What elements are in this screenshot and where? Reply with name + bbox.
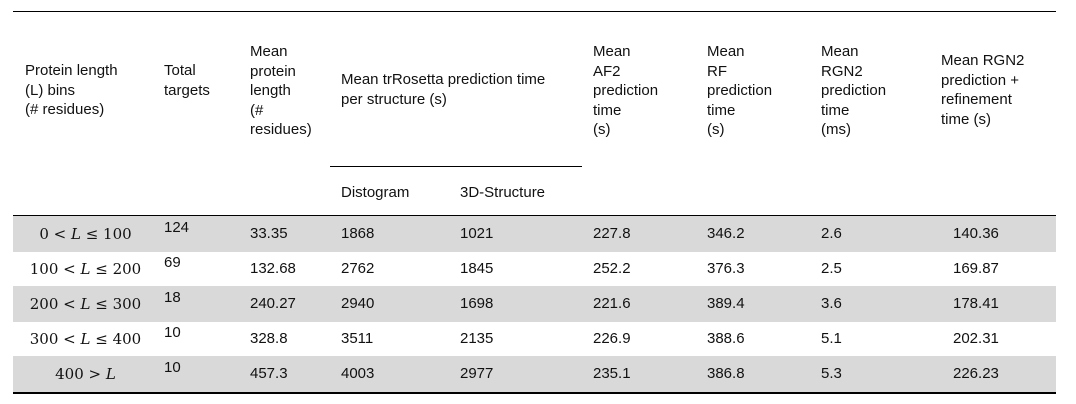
cell-rgn2-refinement: 202.31 bbox=[953, 330, 999, 347]
cell-rgn2-time: 5.1 bbox=[821, 330, 842, 347]
cell-rgn2-time: 5.3 bbox=[821, 365, 842, 382]
cell-rgn2-time: 2.5 bbox=[821, 260, 842, 277]
row-band-5 bbox=[13, 356, 1056, 392]
cell-3d-structure: 2135 bbox=[460, 330, 494, 347]
cell-length-bin: 300 < L ≤ 400 bbox=[29, 330, 142, 348]
cell-total-targets: 10 bbox=[164, 359, 181, 376]
cell-af2-time: 235.1 bbox=[593, 365, 631, 382]
cell-distogram: 4003 bbox=[341, 365, 375, 382]
cell-rgn2-refinement: 226.23 bbox=[953, 365, 999, 382]
cell-rgn2-refinement: 169.87 bbox=[953, 260, 999, 277]
cell-length-bin: 400 > L bbox=[55, 365, 116, 383]
bottom-rule bbox=[13, 392, 1056, 394]
cell-total-targets: 124 bbox=[164, 219, 190, 236]
cell-length-bin: 100 < L ≤ 200 bbox=[29, 260, 142, 278]
header-total-targets: Total targets bbox=[164, 62, 210, 99]
header-rf-time: Mean RF prediction time (s) bbox=[707, 43, 773, 138]
cell-rgn2-refinement: 140.36 bbox=[953, 225, 999, 242]
cell-rf-time: 376.3 bbox=[707, 260, 745, 277]
trrosetta-subheader-rule bbox=[330, 166, 582, 167]
header-length-bins: Protein length (L) bins (# residues) bbox=[25, 62, 118, 118]
cell-rf-time: 386.8 bbox=[707, 365, 745, 382]
header-af2-time: Mean AF2 prediction time (s) bbox=[593, 43, 659, 138]
cell-mean-length: 457.3 bbox=[250, 365, 288, 382]
cell-distogram: 2762 bbox=[341, 260, 375, 277]
cell-3d-structure: 1845 bbox=[460, 260, 494, 277]
cell-3d-structure: 1021 bbox=[460, 225, 494, 242]
cell-3d-structure: 1698 bbox=[460, 295, 494, 312]
cell-3d-structure: 2977 bbox=[460, 365, 494, 382]
header-rgn2-time: Mean RGN2 prediction time (ms) bbox=[821, 43, 887, 138]
cell-total-targets: 10 bbox=[164, 324, 181, 341]
cell-mean-length: 328.8 bbox=[250, 330, 288, 347]
cell-rgn2-time: 2.6 bbox=[821, 225, 842, 242]
cell-af2-time: 226.9 bbox=[593, 330, 631, 347]
header-distogram: Distogram bbox=[341, 184, 410, 201]
cell-af2-time: 252.2 bbox=[593, 260, 631, 277]
cell-length-bin: 0 < L ≤ 100 bbox=[39, 225, 132, 243]
cell-distogram: 2940 bbox=[341, 295, 375, 312]
cell-length-bin: 200 < L ≤ 300 bbox=[29, 295, 142, 313]
row-band-1 bbox=[13, 216, 1056, 252]
cell-mean-length: 132.68 bbox=[250, 260, 296, 277]
cell-af2-time: 221.6 bbox=[593, 295, 631, 312]
header-rgn2-refinement: Mean RGN2 prediction + refinement time (… bbox=[941, 52, 1025, 128]
row-band-3 bbox=[13, 286, 1056, 322]
cell-rf-time: 346.2 bbox=[707, 225, 745, 242]
header-mean-length: Mean protein length (# residues) bbox=[250, 43, 312, 138]
cell-total-targets: 69 bbox=[164, 254, 181, 271]
cell-af2-time: 227.8 bbox=[593, 225, 631, 242]
results-table: Protein length (L) bins (# residues) Tot… bbox=[13, 0, 1056, 404]
cell-total-targets: 18 bbox=[164, 289, 181, 306]
header-bottom-rule bbox=[13, 215, 1056, 217]
cell-rgn2-time: 3.6 bbox=[821, 295, 842, 312]
cell-rf-time: 388.6 bbox=[707, 330, 745, 347]
cell-rgn2-refinement: 178.41 bbox=[953, 295, 999, 312]
cell-mean-length: 240.27 bbox=[250, 295, 296, 312]
cell-rf-time: 389.4 bbox=[707, 295, 745, 312]
header-3d-structure: 3D-Structure bbox=[460, 184, 546, 201]
cell-distogram: 1868 bbox=[341, 225, 375, 242]
top-rule bbox=[13, 11, 1056, 12]
cell-mean-length: 33.35 bbox=[250, 225, 288, 242]
cell-distogram: 3511 bbox=[341, 330, 374, 347]
header-trrosetta: Mean trRosetta prediction time per struc… bbox=[341, 71, 546, 108]
